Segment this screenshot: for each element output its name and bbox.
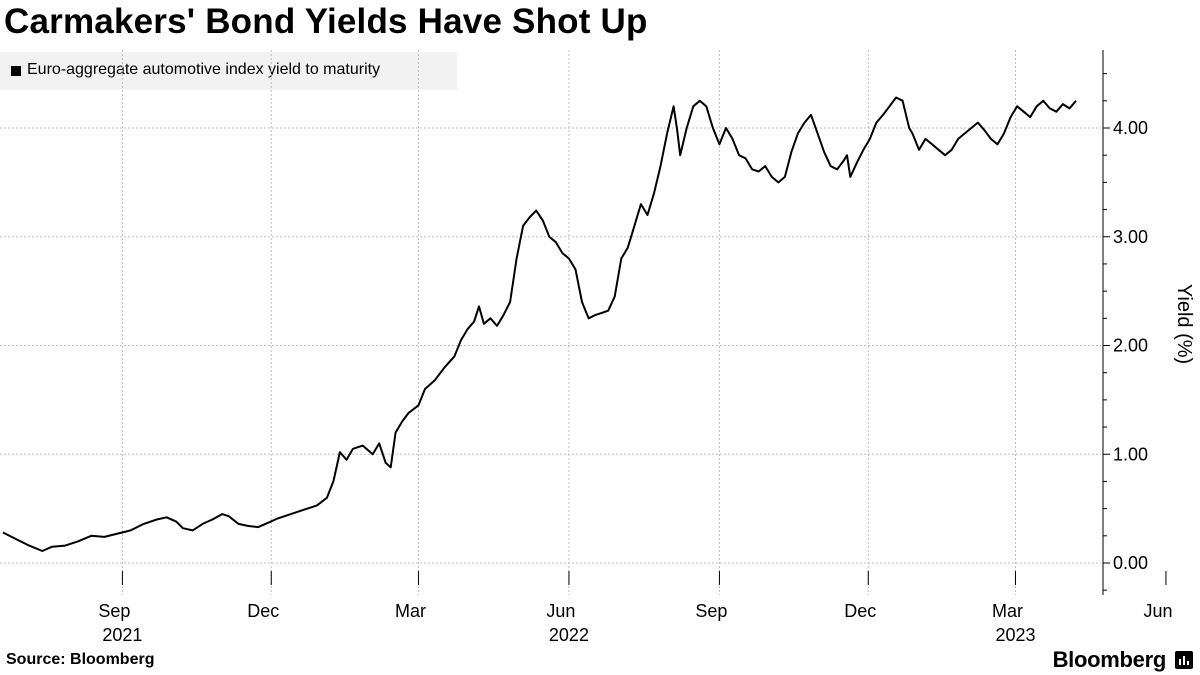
x-tick-label: Mar xyxy=(395,601,426,621)
gridlines xyxy=(0,50,1101,595)
bloomberg-terminal-icon xyxy=(1175,651,1193,669)
x-tick-label: Sep xyxy=(695,601,727,621)
x-year-label: 2021 xyxy=(102,625,142,645)
legend: Euro-aggregate automotive index yield to… xyxy=(0,52,457,90)
series-line xyxy=(2,96,1077,552)
legend-swatch xyxy=(11,66,21,76)
x-tick-label: Dec xyxy=(247,601,279,621)
y-tick-label: 2.00 xyxy=(1113,336,1148,356)
x-tick-label: Mar xyxy=(992,601,1023,621)
y-tick-label: 1.00 xyxy=(1113,444,1148,464)
y-axis-label: Yield (%) xyxy=(1173,284,1195,364)
source-note: Source: Bloomberg xyxy=(6,651,155,668)
y-axis: 0.00 1.00 2.00 3.00 4.00 xyxy=(1102,50,1148,595)
y-tick-label: 3.00 xyxy=(1113,227,1148,247)
x-year-label: 2022 xyxy=(549,625,589,645)
x-tick-label: Sep xyxy=(98,601,130,621)
x-axis: Sep Dec Mar Jun Sep Dec Mar Jun 2021 2022 2023 xyxy=(98,571,1172,645)
y-tick-label: 4.00 xyxy=(1113,118,1148,138)
x-tick-label: Jun xyxy=(1143,601,1172,621)
x-year-label: 2023 xyxy=(995,625,1035,645)
x-tick-label: Dec xyxy=(844,601,876,621)
x-tick-label: Jun xyxy=(546,601,575,621)
bloomberg-logo-text: Bloomberg xyxy=(1052,647,1167,672)
y-tick-label: 0.00 xyxy=(1113,553,1148,573)
chart-title: Carmakers' Bond Yields Have Shot Up xyxy=(4,2,648,41)
legend-label: Euro-aggregate automotive index yield to… xyxy=(27,61,381,78)
series-layer xyxy=(2,96,1077,552)
